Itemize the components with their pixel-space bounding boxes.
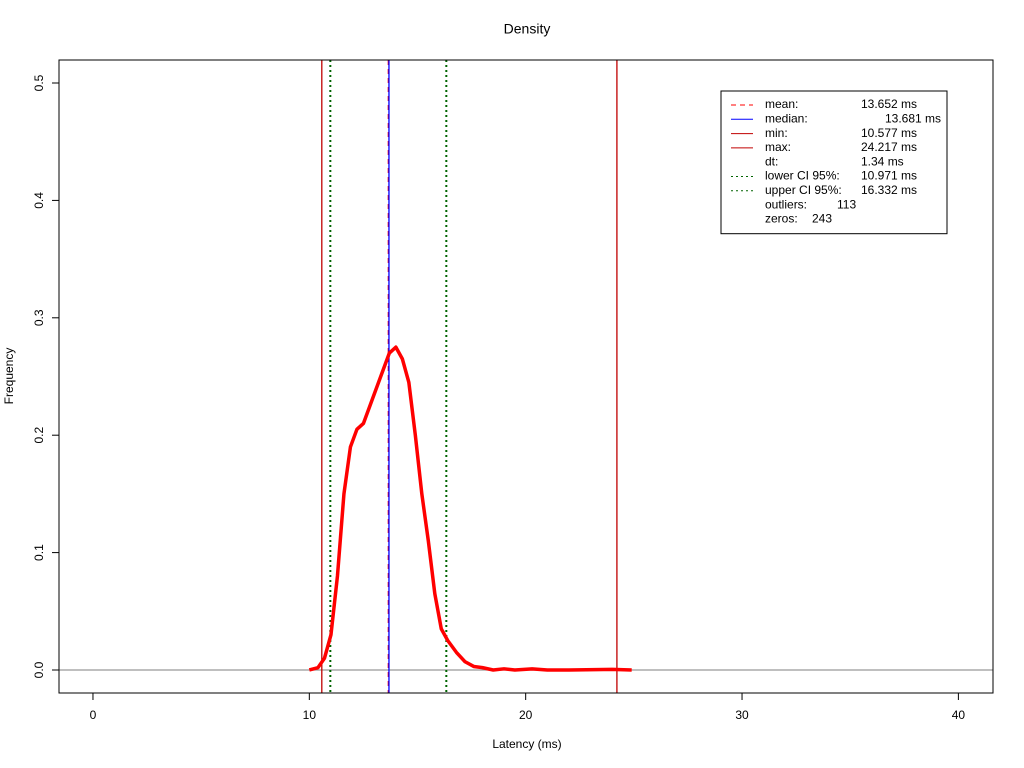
legend-label: mean: (765, 97, 798, 111)
legend-label: outliers: (765, 197, 807, 211)
legend-value: 13.652 ms (861, 97, 917, 111)
y-tick-label: 0.0 (32, 661, 46, 678)
legend-value: 10.971 ms (861, 169, 917, 183)
x-tick-label: 20 (519, 708, 533, 722)
y-tick-label: 0.3 (32, 309, 46, 326)
legend-label: upper CI 95%: (765, 183, 842, 197)
y-tick-label: 0.1 (32, 544, 46, 561)
legend-label: dt: (765, 154, 778, 168)
y-tick-label: 0.5 (32, 74, 46, 91)
legend-value: 1.34 ms (861, 154, 904, 168)
y-axis-label: Frequency (2, 348, 16, 405)
x-axis-label: Latency (ms) (492, 737, 561, 751)
legend-value: 24.217 ms (861, 140, 917, 154)
legend-value: 243 (812, 212, 832, 226)
legend-label: median: (765, 111, 808, 125)
legend-label: zeros: (765, 212, 798, 226)
legend-value: 16.332 ms (861, 183, 917, 197)
y-tick-label: 0.2 (32, 427, 46, 444)
y-tick-label: 0.4 (32, 192, 46, 209)
x-tick-label: 0 (90, 708, 97, 722)
x-tick-label: 40 (952, 708, 966, 722)
legend-label: lower CI 95%: (765, 169, 840, 183)
legend-value: 10.577 ms (861, 126, 917, 140)
plot-frame (58, 59, 994, 694)
chart-title: Density (504, 21, 551, 37)
legend-value: 13.681 ms (885, 111, 941, 125)
x-tick-label: 10 (303, 708, 317, 722)
legend-label: min: (765, 126, 788, 140)
x-tick-label: 30 (735, 708, 749, 722)
density-curve (308, 345, 632, 672)
legend-label: max: (765, 140, 791, 154)
legend-value: 113 (837, 197, 856, 211)
legend-box (720, 90, 948, 235)
